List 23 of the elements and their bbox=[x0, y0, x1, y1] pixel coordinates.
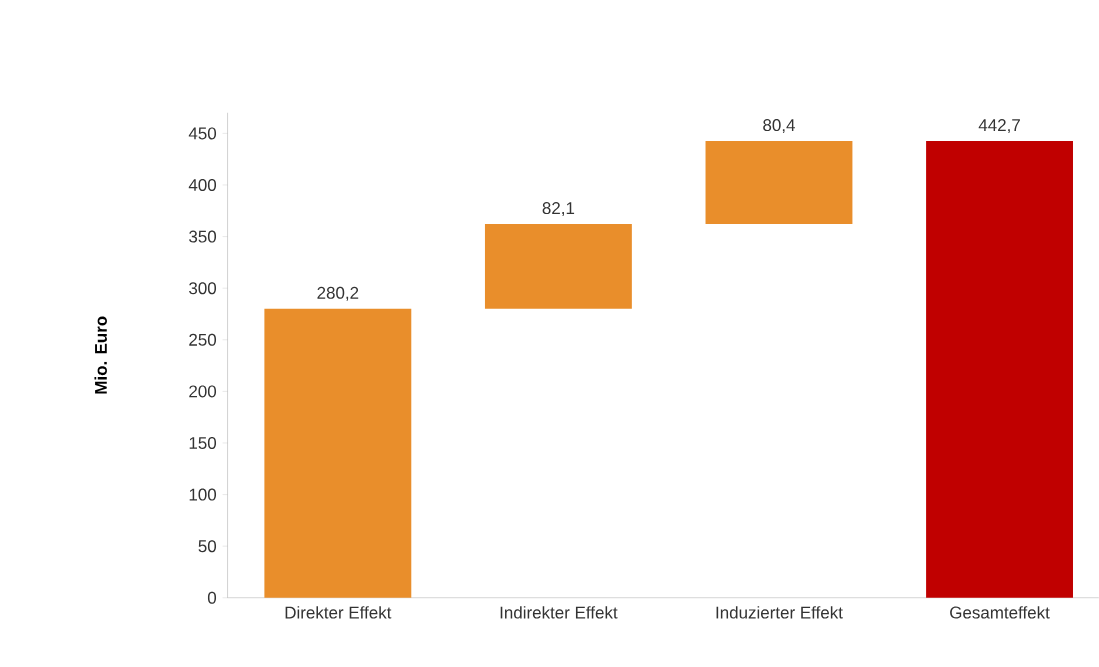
data-label: 80,4 bbox=[763, 119, 795, 134]
y-tick-label: 450 bbox=[188, 127, 217, 140]
y-tick-label: 250 bbox=[189, 333, 217, 346]
data-label: 280,2 bbox=[317, 286, 359, 301]
x-tick-label: Indirekter Effekt bbox=[500, 606, 618, 619]
y-axis-title: Mio. Euro bbox=[94, 316, 107, 394]
x-tick-label: Direkter Effekt bbox=[285, 606, 392, 619]
bar bbox=[484, 224, 632, 309]
y-tick-label: 100 bbox=[189, 488, 217, 501]
y-tick-label: 400 bbox=[188, 179, 217, 192]
y-tick-label: 350 bbox=[189, 230, 217, 243]
y-tick-label: 300 bbox=[189, 282, 217, 295]
x-tick-label: Gesamteffekt bbox=[950, 606, 1050, 619]
bar bbox=[926, 141, 1073, 598]
y-tick-label: 200 bbox=[189, 385, 217, 398]
x-tick-label: Induzierter Effekt bbox=[716, 606, 843, 619]
data-label: 82,1 bbox=[542, 202, 575, 217]
y-tick-label: 0 bbox=[207, 591, 217, 604]
data-label: 442,7 bbox=[978, 119, 1020, 134]
y-tick-label: 50 bbox=[198, 540, 217, 553]
bar bbox=[264, 308, 412, 598]
y-tick-label: 150 bbox=[189, 437, 217, 450]
bar bbox=[705, 141, 853, 225]
